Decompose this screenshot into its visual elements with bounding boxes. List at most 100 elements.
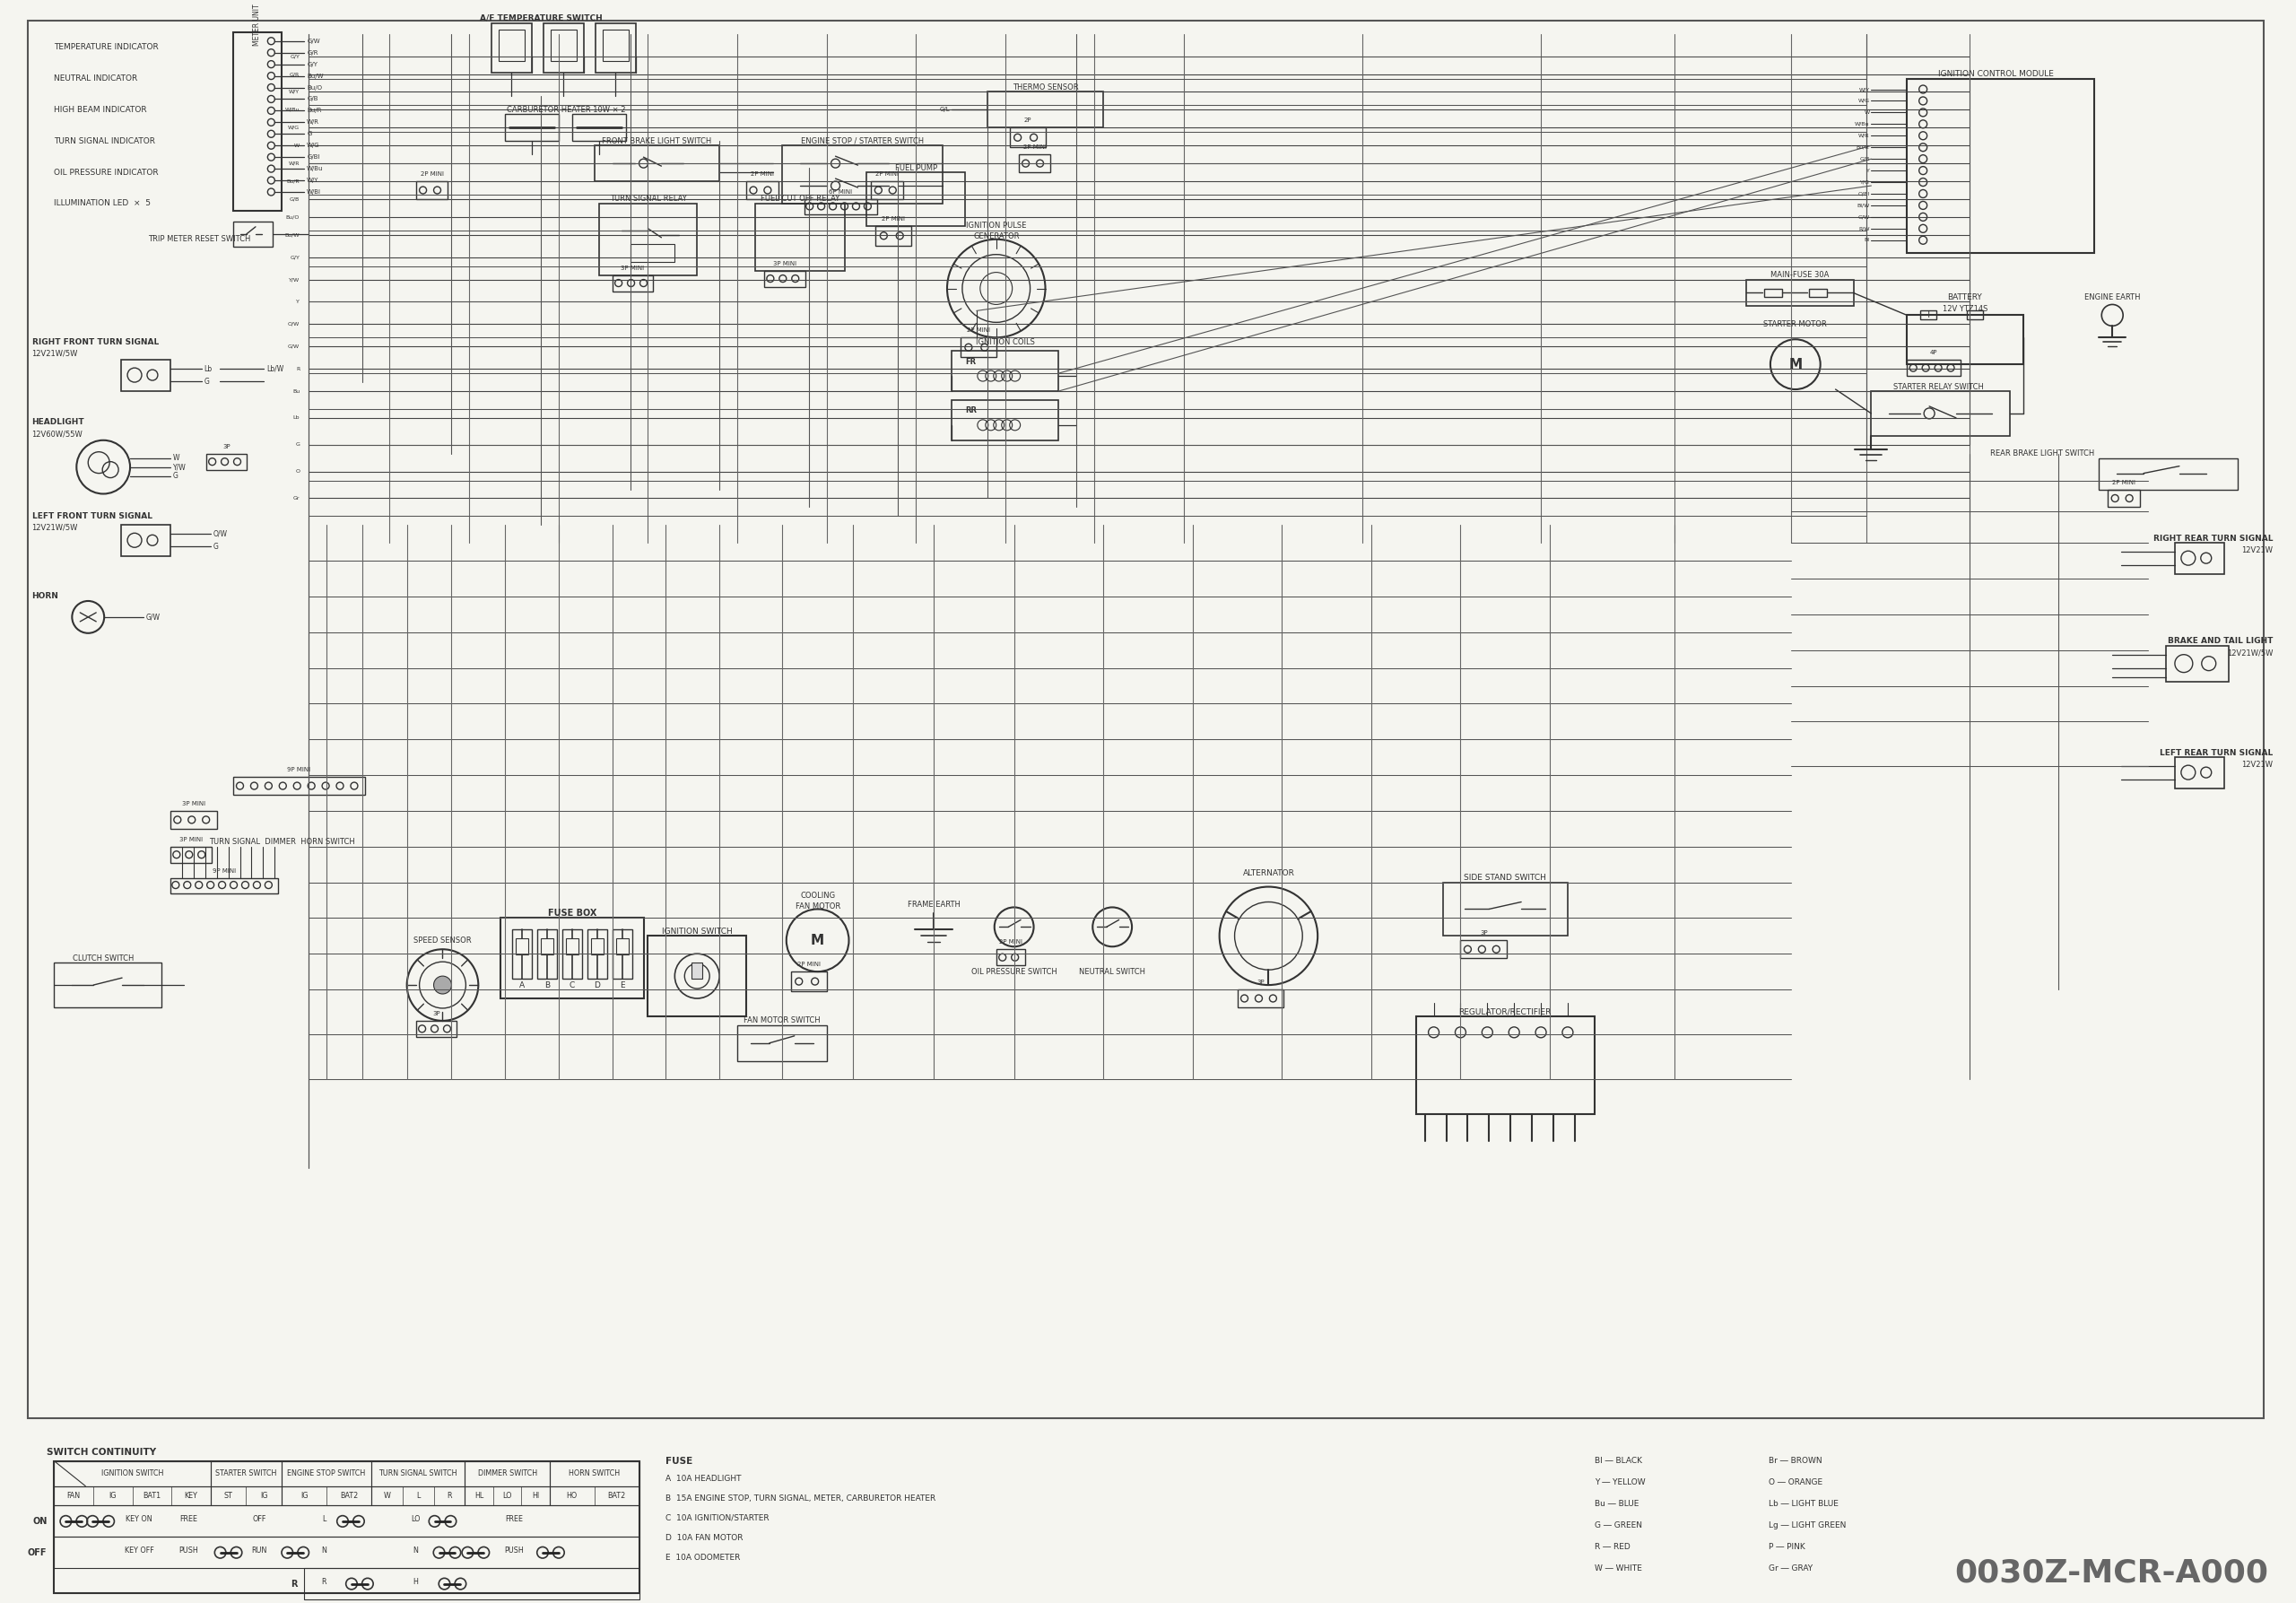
Text: NEUTRAL SWITCH: NEUTRAL SWITCH — [1079, 968, 1146, 976]
Text: A: A — [519, 981, 526, 989]
Bar — [1010, 128, 1045, 147]
Text: W/R: W/R — [289, 162, 301, 165]
Text: 12V21W/5W: 12V21W/5W — [2227, 649, 2273, 657]
Text: BAT2: BAT2 — [340, 1492, 358, 1500]
Text: Gr: Gr — [294, 495, 301, 500]
Text: R: R — [289, 1579, 296, 1589]
Bar — [790, 971, 827, 991]
Text: STARTER MOTOR: STARTER MOTOR — [1763, 321, 1828, 329]
Text: G/R: G/R — [308, 50, 319, 56]
Text: 9P MINI: 9P MINI — [214, 867, 236, 874]
Bar — [960, 338, 996, 357]
Bar — [549, 1486, 638, 1505]
Text: FAN MOTOR: FAN MOTOR — [794, 902, 840, 911]
Text: Lb ― LIGHT BLUE: Lb ― LIGHT BLUE — [1768, 1500, 1839, 1508]
Text: FR: FR — [964, 357, 976, 365]
Text: 12V60W/55W: 12V60W/55W — [32, 430, 83, 438]
Text: PUSH: PUSH — [179, 1547, 197, 1555]
Bar — [870, 181, 902, 199]
Text: M: M — [1789, 357, 1802, 370]
Bar — [537, 930, 558, 979]
Bar — [563, 930, 581, 979]
Text: -: - — [1972, 311, 1977, 319]
Text: HORN SWITCH: HORN SWITCH — [569, 1470, 620, 1478]
Text: G/Y: G/Y — [289, 255, 301, 260]
Bar — [170, 846, 211, 862]
Bar — [282, 1486, 372, 1505]
Text: COOLING: COOLING — [799, 891, 836, 899]
Bar — [629, 244, 675, 261]
Text: RIGHT REAR TURN SIGNAL: RIGHT REAR TURN SIGNAL — [2154, 534, 2273, 542]
Text: KEY OFF: KEY OFF — [124, 1547, 154, 1555]
Text: LEFT REAR TURN SIGNAL: LEFT REAR TURN SIGNAL — [2161, 749, 2273, 757]
Text: C: C — [569, 981, 574, 989]
Text: R/W: R/W — [1857, 226, 1869, 231]
Text: W: W — [383, 1492, 390, 1500]
Bar — [232, 32, 282, 210]
Text: REGULATOR/RECTIFIER: REGULATOR/RECTIFIER — [1458, 1008, 1552, 1016]
Text: O/W: O/W — [214, 531, 227, 539]
Text: Y: Y — [296, 300, 301, 305]
Text: LO: LO — [503, 1492, 512, 1500]
Text: L: L — [321, 1515, 326, 1523]
Bar — [505, 114, 558, 141]
Text: G: G — [172, 471, 179, 479]
Text: 2P MINI: 2P MINI — [797, 962, 820, 967]
Bar — [1871, 391, 2009, 436]
Text: A  10A HEADLIGHT: A 10A HEADLIGHT — [666, 1475, 742, 1483]
Text: FREE: FREE — [179, 1515, 197, 1523]
Text: DIMMER SWITCH: DIMMER SWITCH — [478, 1470, 537, 1478]
Text: HI: HI — [533, 1492, 540, 1500]
Text: BRAKE AND TAIL LIGHT: BRAKE AND TAIL LIGHT — [2167, 636, 2273, 646]
Bar — [416, 181, 448, 199]
Bar — [595, 146, 719, 181]
Text: W: W — [1864, 111, 1869, 115]
Text: H: H — [413, 1577, 418, 1585]
Bar — [746, 181, 778, 199]
Text: ALTERNATOR: ALTERNATOR — [1242, 869, 1295, 877]
Text: N: N — [321, 1547, 326, 1555]
Bar — [232, 777, 365, 795]
Text: PUSH: PUSH — [505, 1547, 523, 1555]
Text: Br ― BROWN: Br ― BROWN — [1768, 1457, 1823, 1465]
Bar — [1417, 1016, 1593, 1114]
Text: Bu/O: Bu/O — [287, 215, 301, 220]
Text: Lb: Lb — [294, 415, 301, 420]
Bar — [55, 1460, 211, 1486]
Text: CARBURETOR HEATER 10W × 2: CARBURETOR HEATER 10W × 2 — [507, 106, 625, 114]
Text: 0030Z-MCR-A000: 0030Z-MCR-A000 — [1954, 1558, 2268, 1589]
Text: IG: IG — [259, 1492, 269, 1500]
Text: BAT1: BAT1 — [142, 1492, 161, 1500]
Text: C  10A IGNITION/STARTER: C 10A IGNITION/STARTER — [666, 1515, 769, 1523]
Text: G/L: G/L — [939, 107, 951, 112]
Text: W/Bu: W/Bu — [285, 107, 301, 112]
Text: ON: ON — [32, 1516, 46, 1526]
Bar — [549, 1460, 638, 1486]
Text: BAT2: BAT2 — [608, 1492, 627, 1500]
Text: 6P MINI: 6P MINI — [829, 189, 852, 194]
Text: 2P MINI: 2P MINI — [882, 216, 905, 221]
Text: KEY ON: KEY ON — [126, 1515, 152, 1523]
Text: STARTER RELAY SWITCH: STARTER RELAY SWITCH — [1892, 383, 1984, 391]
Bar — [2165, 646, 2229, 681]
Bar — [211, 1460, 282, 1486]
Text: Bu/R: Bu/R — [308, 107, 321, 114]
Text: M: M — [810, 933, 824, 947]
Text: Bl ― BLACK: Bl ― BLACK — [1593, 1457, 1642, 1465]
Text: IGNITION PULSE: IGNITION PULSE — [967, 221, 1026, 229]
Text: HL: HL — [475, 1492, 484, 1500]
Bar — [170, 811, 216, 829]
Text: HIGH BEAM INDICATOR: HIGH BEAM INDICATOR — [55, 106, 147, 114]
Text: IGNITION COILS: IGNITION COILS — [976, 338, 1035, 346]
Text: Y/G: Y/G — [1860, 180, 1869, 184]
Text: RR: RR — [964, 407, 976, 415]
Bar — [647, 936, 746, 1016]
Bar — [1968, 311, 1984, 319]
Text: G: G — [296, 442, 301, 447]
Text: G/W: G/W — [147, 612, 161, 620]
Bar — [1908, 316, 2023, 364]
Text: SPEED SENSOR: SPEED SENSOR — [413, 936, 471, 944]
Bar — [122, 359, 170, 391]
Text: W/R: W/R — [1857, 133, 1869, 138]
Bar — [804, 199, 877, 215]
